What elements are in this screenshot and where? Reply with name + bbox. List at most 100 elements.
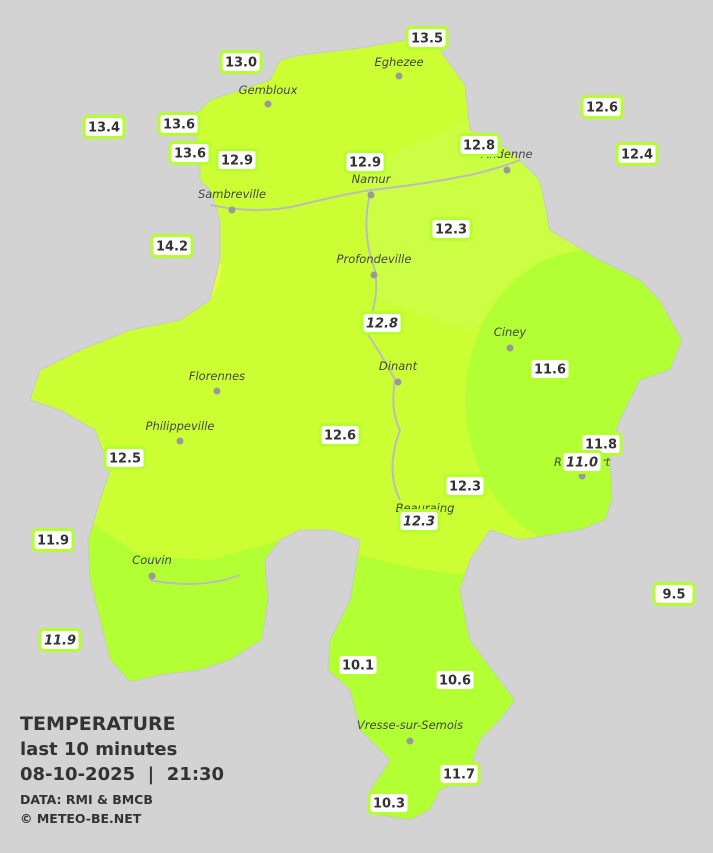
station: 11.6 — [528, 357, 572, 381]
station-value: 10.1 — [342, 659, 374, 674]
town-label: Philippeville — [146, 419, 215, 433]
source: DATA: RMI & BMCB — [20, 792, 153, 807]
station-box — [31, 528, 75, 552]
town-dot — [578, 472, 586, 480]
town-label: Gembloux — [239, 83, 298, 97]
title: TEMPERATURE — [20, 713, 176, 735]
station: 12.6 — [318, 423, 362, 447]
station-value: 12.3 — [435, 223, 467, 238]
stations: 13.5 13.0 13.4 13.6 13.6 12.9 12.9 12.8 12.6 12.4… — [31, 26, 696, 815]
station-value: 12.5 — [109, 452, 141, 467]
station-box — [397, 509, 441, 533]
town-dot — [367, 191, 375, 199]
station-box — [219, 50, 263, 74]
station-value: 11.6 — [534, 363, 566, 378]
station-value: 13.6 — [174, 147, 206, 162]
station-value: 12.6 — [324, 429, 356, 444]
station-box — [457, 133, 501, 157]
station: 12.8 — [457, 133, 501, 157]
station: 12.9 — [215, 148, 259, 172]
station-box — [318, 423, 362, 447]
station-value: 12.3 — [449, 480, 481, 495]
station: 10.3 — [367, 791, 411, 815]
station: 11.9 — [38, 628, 82, 652]
station-value: 12.4 — [621, 148, 653, 163]
station: 12.8 — [360, 311, 404, 335]
station: 13.0 — [219, 50, 263, 74]
credit: © METEO-BE.NET — [20, 811, 142, 826]
station: 11.7 — [437, 762, 481, 786]
station-value: 13.4 — [88, 121, 120, 136]
town-label: Vresse-sur-Semois — [357, 718, 463, 732]
station-box — [103, 446, 147, 470]
station-box — [367, 791, 411, 815]
station: 10.6 — [433, 668, 477, 692]
station-value: 12.9 — [349, 156, 381, 171]
timestamp: 08-10-2025 | 21:30 — [20, 764, 224, 785]
town-dot — [228, 206, 236, 214]
station-value: 10.6 — [439, 674, 471, 689]
station-value: 11.0 — [566, 456, 598, 471]
station-box — [150, 234, 194, 258]
station: 12.9 — [343, 150, 387, 174]
station-box — [343, 150, 387, 174]
station-box — [429, 217, 473, 241]
town-dot — [264, 100, 272, 108]
station-value: 13.5 — [411, 32, 443, 47]
town-label: Dinant — [379, 359, 418, 373]
station-value: 9.5 — [662, 588, 685, 603]
station-box — [157, 112, 201, 136]
station-value: 11.7 — [443, 768, 475, 783]
station-value: 14.2 — [156, 240, 188, 255]
station-box — [580, 95, 624, 119]
town-dot — [148, 572, 156, 580]
subtitle: last 10 minutes — [20, 739, 177, 760]
station-box — [560, 450, 604, 474]
station-value: 13.6 — [163, 118, 195, 133]
town-label: Sambreville — [198, 187, 266, 201]
station-value: 12.9 — [221, 154, 253, 169]
station: 11.8 — [579, 432, 623, 456]
zone-cool — [320, 545, 530, 820]
zone-cool — [80, 515, 290, 700]
station: 13.5 — [405, 26, 449, 50]
station-box — [38, 628, 82, 652]
town-dot — [370, 271, 378, 279]
station: 13.6 — [157, 112, 201, 136]
station-box — [336, 653, 380, 677]
station: 12.3 — [443, 474, 487, 498]
station: 11.0 — [560, 450, 604, 474]
station-value: 11.9 — [37, 534, 69, 549]
station: 12.5 — [103, 446, 147, 470]
station-value: 12.8 — [366, 317, 398, 332]
station-box — [437, 762, 481, 786]
town-label: Eghezee — [374, 55, 423, 69]
station-box — [528, 357, 572, 381]
station-value: 12.3 — [403, 515, 435, 530]
station-box — [215, 148, 259, 172]
station: 12.6 — [580, 95, 624, 119]
legend-block: TEMPERATURE last 10 minutes 08-10-2025 |… — [20, 713, 224, 826]
station-box — [443, 474, 487, 498]
town-dot — [503, 166, 511, 174]
station-value: 10.3 — [373, 797, 405, 812]
station: 13.4 — [82, 115, 126, 139]
station-value: 12.8 — [463, 139, 495, 154]
station-box — [615, 142, 659, 166]
town-label: Ciney — [494, 325, 527, 339]
town-label: Namur — [352, 172, 392, 186]
station-value: 12.6 — [586, 101, 618, 116]
station-box — [652, 582, 696, 606]
town-label: Florennes — [189, 369, 245, 383]
zone-cool — [465, 250, 682, 550]
station: 12.3 — [397, 509, 441, 533]
town-dot — [395, 72, 403, 80]
station-box — [82, 115, 126, 139]
town-label: Couvin — [132, 553, 172, 567]
station-box — [360, 311, 404, 335]
station-value: 11.8 — [585, 438, 617, 453]
town-dot — [394, 378, 402, 386]
